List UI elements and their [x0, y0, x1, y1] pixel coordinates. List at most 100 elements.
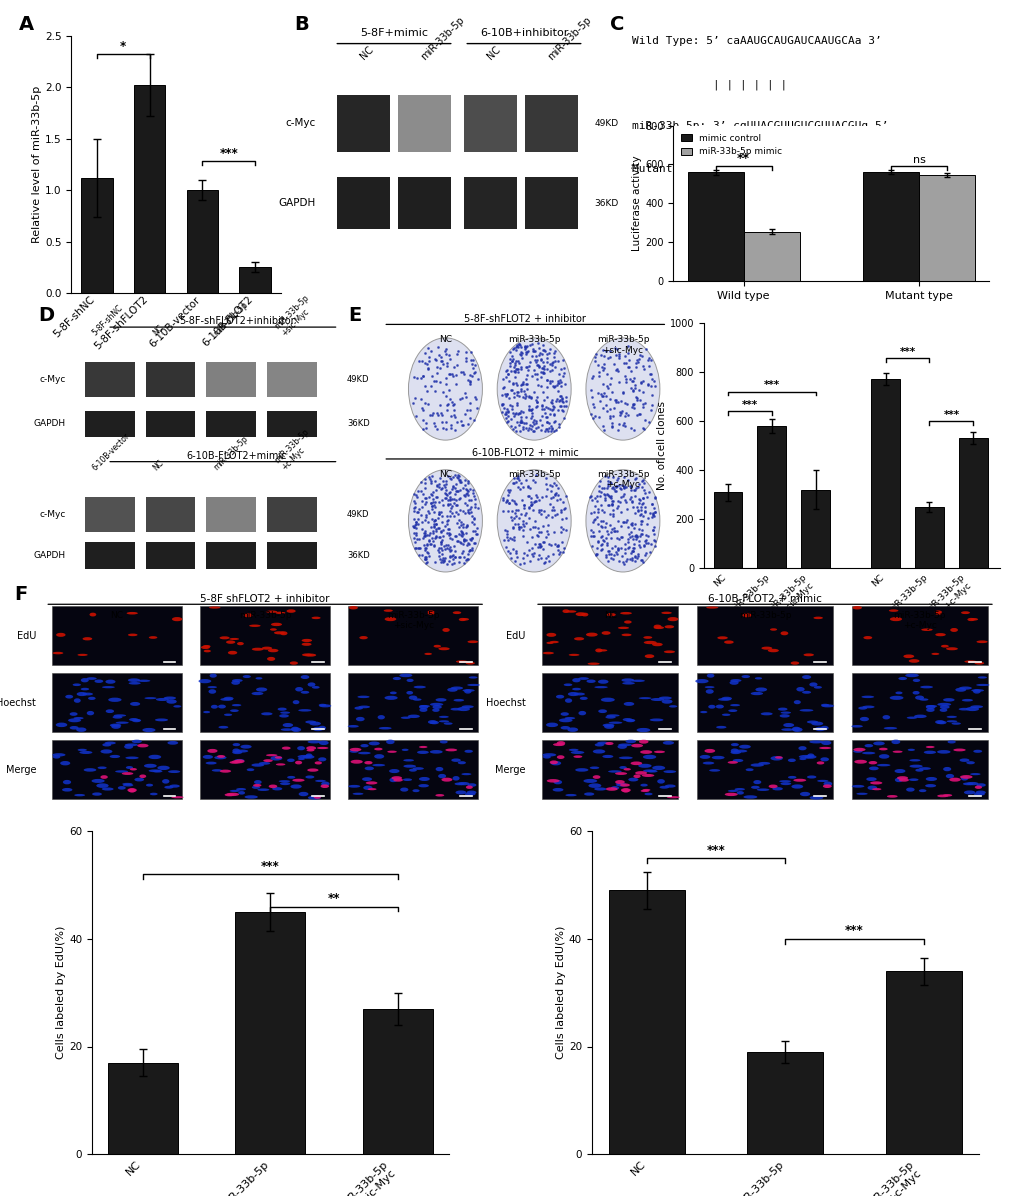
- Text: UGAUCAAUGCAa 3’: UGAUCAAUGCAa 3’: [887, 165, 987, 175]
- Y-axis label: Cells labeled by EdU(%): Cells labeled by EdU(%): [555, 926, 566, 1060]
- Ellipse shape: [464, 689, 471, 694]
- Ellipse shape: [545, 722, 557, 727]
- Ellipse shape: [169, 785, 179, 788]
- Ellipse shape: [102, 743, 111, 746]
- Ellipse shape: [234, 759, 245, 762]
- Text: ***: ***: [763, 380, 779, 390]
- Ellipse shape: [614, 773, 627, 775]
- Ellipse shape: [95, 679, 103, 683]
- Ellipse shape: [126, 612, 138, 615]
- Ellipse shape: [564, 683, 572, 687]
- Bar: [918, 175, 974, 281]
- Ellipse shape: [201, 646, 210, 649]
- Ellipse shape: [704, 749, 714, 753]
- Ellipse shape: [208, 689, 216, 694]
- Ellipse shape: [226, 640, 235, 643]
- Ellipse shape: [462, 689, 474, 691]
- Ellipse shape: [774, 756, 782, 758]
- Ellipse shape: [204, 649, 211, 652]
- Ellipse shape: [965, 707, 978, 712]
- Ellipse shape: [819, 757, 828, 762]
- Ellipse shape: [868, 761, 876, 764]
- Ellipse shape: [143, 728, 155, 732]
- Ellipse shape: [162, 779, 169, 783]
- Ellipse shape: [733, 750, 747, 752]
- Ellipse shape: [594, 687, 607, 688]
- Ellipse shape: [854, 759, 866, 764]
- Bar: [696, 740, 833, 799]
- Ellipse shape: [857, 707, 866, 709]
- Ellipse shape: [661, 700, 672, 703]
- Ellipse shape: [353, 793, 363, 795]
- Ellipse shape: [596, 742, 608, 744]
- Ellipse shape: [755, 688, 766, 691]
- Ellipse shape: [268, 785, 277, 788]
- Ellipse shape: [556, 755, 564, 759]
- Ellipse shape: [90, 612, 96, 616]
- Ellipse shape: [918, 698, 927, 701]
- Ellipse shape: [736, 791, 743, 794]
- Ellipse shape: [565, 698, 572, 703]
- Ellipse shape: [96, 783, 109, 788]
- Ellipse shape: [110, 724, 121, 727]
- Ellipse shape: [166, 700, 176, 703]
- Ellipse shape: [638, 740, 648, 744]
- Text: NC: NC: [438, 335, 451, 344]
- Ellipse shape: [408, 337, 482, 440]
- Text: 36KD: 36KD: [346, 551, 369, 561]
- Ellipse shape: [281, 746, 290, 750]
- Text: miR-33b-5p
+sic-Myc: miR-33b-5p +sic-Myc: [596, 335, 648, 354]
- Ellipse shape: [121, 773, 133, 775]
- Ellipse shape: [231, 704, 242, 707]
- Ellipse shape: [366, 781, 377, 785]
- Ellipse shape: [135, 777, 144, 781]
- Ellipse shape: [962, 782, 973, 786]
- Ellipse shape: [569, 654, 579, 655]
- Ellipse shape: [695, 679, 708, 683]
- Ellipse shape: [135, 719, 141, 721]
- Ellipse shape: [769, 756, 783, 761]
- Ellipse shape: [83, 692, 93, 696]
- Ellipse shape: [108, 697, 121, 702]
- Ellipse shape: [465, 793, 475, 795]
- Bar: [757, 426, 786, 568]
- Ellipse shape: [872, 742, 883, 745]
- Ellipse shape: [218, 726, 228, 728]
- Ellipse shape: [913, 714, 926, 718]
- Ellipse shape: [715, 704, 723, 708]
- Ellipse shape: [384, 696, 397, 700]
- Ellipse shape: [666, 797, 679, 799]
- Ellipse shape: [245, 795, 258, 799]
- Ellipse shape: [796, 687, 804, 691]
- Ellipse shape: [81, 688, 89, 690]
- Ellipse shape: [409, 769, 417, 771]
- Ellipse shape: [450, 708, 461, 710]
- Ellipse shape: [546, 633, 555, 636]
- Ellipse shape: [597, 649, 606, 652]
- Ellipse shape: [602, 724, 613, 727]
- Ellipse shape: [925, 746, 933, 749]
- Ellipse shape: [812, 617, 822, 620]
- Ellipse shape: [356, 716, 365, 721]
- Bar: [267, 410, 316, 438]
- Ellipse shape: [604, 742, 613, 745]
- Ellipse shape: [229, 761, 239, 764]
- Text: B: B: [294, 16, 309, 35]
- Ellipse shape: [62, 788, 72, 792]
- Ellipse shape: [549, 761, 557, 764]
- Ellipse shape: [125, 757, 139, 759]
- Ellipse shape: [418, 785, 428, 787]
- Ellipse shape: [309, 721, 321, 726]
- Ellipse shape: [280, 712, 289, 714]
- Ellipse shape: [739, 745, 750, 749]
- Ellipse shape: [730, 749, 738, 753]
- Ellipse shape: [768, 785, 776, 788]
- Ellipse shape: [207, 749, 217, 753]
- Ellipse shape: [389, 691, 396, 694]
- Ellipse shape: [432, 706, 441, 709]
- Ellipse shape: [220, 698, 232, 701]
- Ellipse shape: [298, 755, 310, 758]
- Ellipse shape: [955, 688, 965, 691]
- Ellipse shape: [412, 789, 419, 792]
- Text: | | | | | |: | | | | | |: [712, 80, 787, 90]
